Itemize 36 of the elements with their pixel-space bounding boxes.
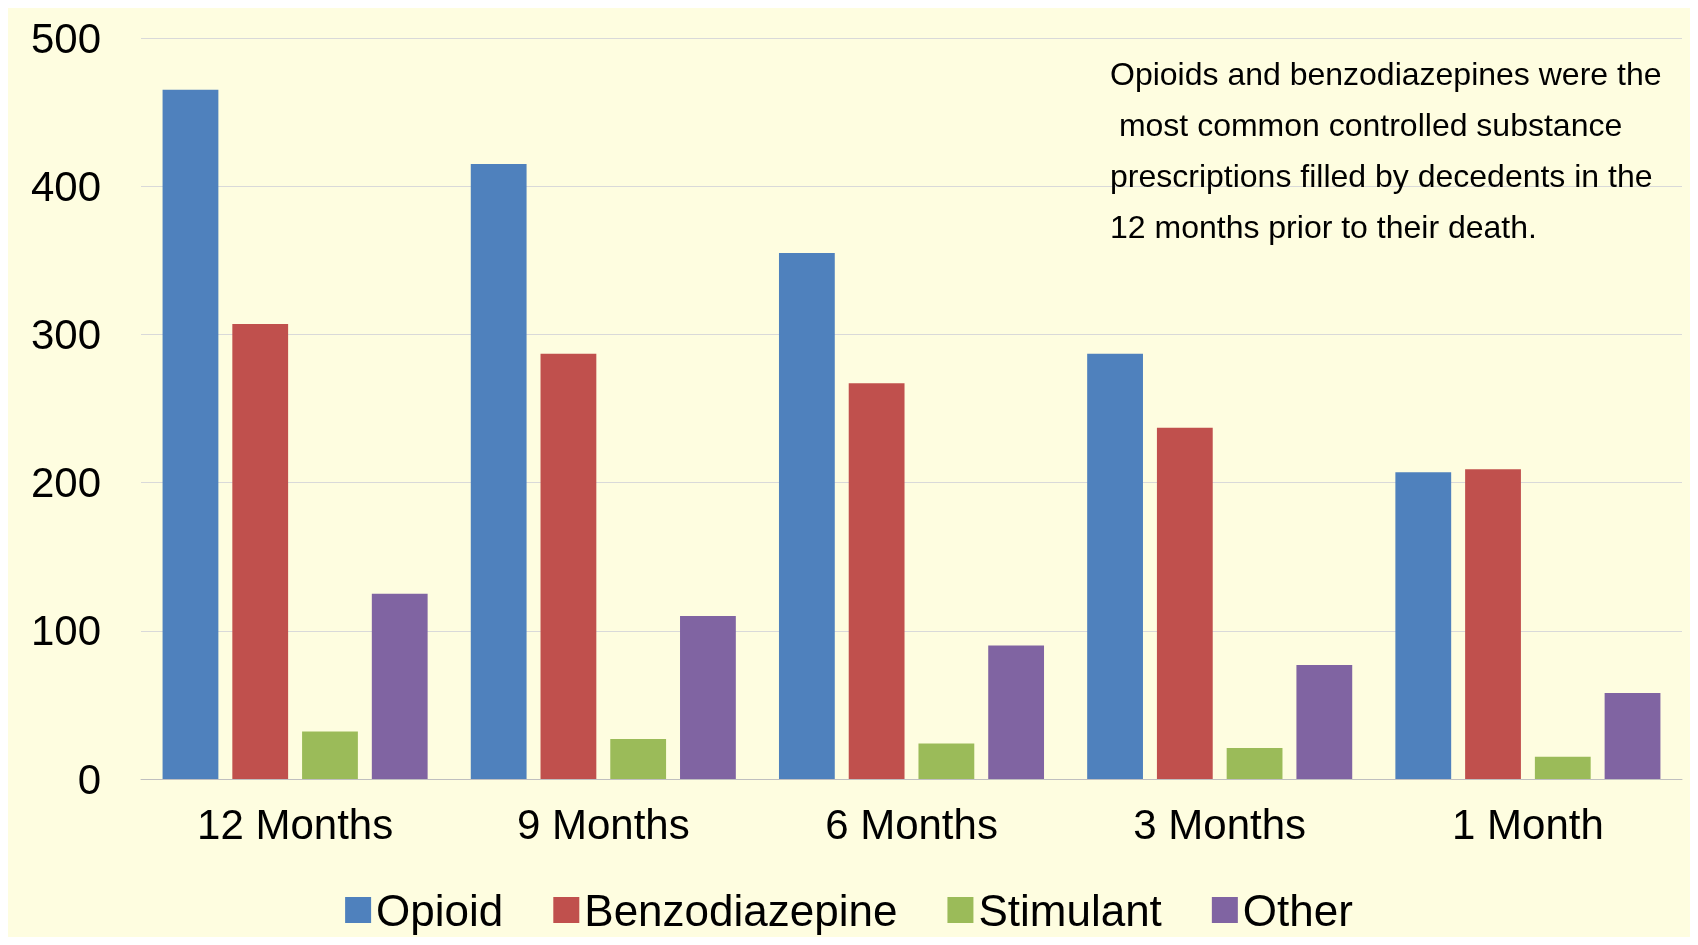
y-tick-label: 200 — [30, 459, 101, 507]
bar — [848, 383, 905, 779]
bar — [371, 593, 428, 779]
bar — [1156, 427, 1213, 779]
bar — [1296, 664, 1353, 779]
bar — [1395, 472, 1452, 779]
bar — [610, 738, 667, 779]
bar — [988, 645, 1045, 779]
x-tick-label: 12 Months — [197, 800, 394, 848]
x-tick-label: 9 Months — [516, 800, 690, 848]
y-tick-label: 500 — [30, 14, 101, 62]
bar — [1087, 353, 1143, 779]
legend-label: Opioid — [376, 885, 504, 935]
bar — [470, 163, 527, 779]
bar — [1465, 469, 1521, 779]
y-tick-label: 300 — [30, 310, 101, 358]
legend-label: Other — [1242, 885, 1353, 935]
x-tick-label: 3 Months — [1133, 800, 1307, 848]
legend-label: Stimulant — [978, 885, 1162, 935]
bar — [680, 615, 736, 779]
annotation: Opioids and benzodiazepines were the most common controlled substance prescriptions filled by decedents in the 12 months prior to their death. — [1110, 55, 1662, 245]
bar — [232, 324, 289, 779]
x-tick-label: 6 Months — [825, 800, 998, 848]
x-tick-label: 1 Month — [1452, 800, 1604, 848]
bar — [162, 89, 219, 779]
bar — [540, 353, 597, 779]
y-tick-label: 0 — [77, 755, 101, 803]
legend-label: Benzodiazepine — [584, 885, 898, 935]
bar — [1534, 756, 1591, 779]
y-tick-label: 100 — [30, 607, 101, 655]
y-tick-label: 400 — [30, 162, 101, 210]
bar — [918, 743, 975, 779]
bar — [1226, 747, 1283, 779]
bar — [778, 252, 835, 779]
bar — [302, 731, 358, 779]
bar — [1604, 693, 1661, 779]
